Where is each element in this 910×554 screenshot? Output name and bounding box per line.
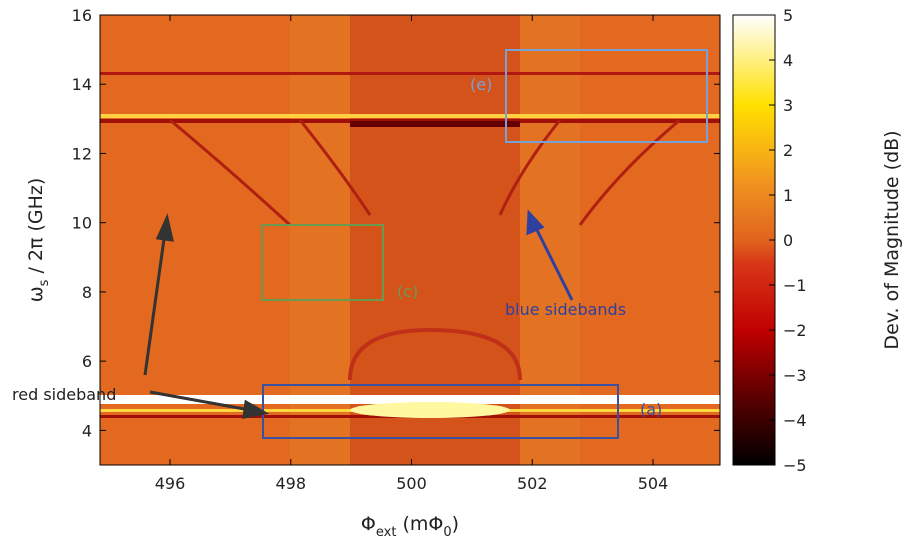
label-blue-sidebands: blue sidebands (505, 300, 626, 319)
x-label-rest: (mΦ (396, 513, 443, 535)
colorbar-tick-label: −1 (783, 276, 807, 295)
x-label-main: Φ (361, 513, 376, 535)
x-label-end: ) (452, 513, 459, 535)
x-label-sub: ext (376, 525, 397, 540)
y-label-main: ω (25, 286, 47, 302)
colorbar-tick-label: −4 (783, 411, 807, 430)
label-e: (e) (470, 75, 492, 94)
y-tick-label: 10 (72, 214, 92, 233)
y-tick-label: 16 (72, 6, 92, 25)
colorbar-tick-label: −3 (783, 366, 807, 385)
x-tick-label: 496 (155, 474, 186, 493)
y-tick-label: 8 (82, 283, 92, 302)
x-tick-label: 502 (517, 474, 548, 493)
label-red-sideband: red sideband (12, 385, 116, 404)
y-tick-label: 6 (82, 352, 92, 371)
heatmap (100, 15, 720, 465)
x-tick-label: 498 (275, 474, 306, 493)
colorbar-tick-label: 4 (783, 51, 793, 70)
label-a: (a) (640, 400, 662, 419)
x-label-sub2: 0 (443, 525, 451, 540)
colorbar-label: Dev. of Magnitude (dB) (881, 130, 903, 349)
colorbar-tick-label: 3 (783, 96, 793, 115)
y-label: ωs / 2π (GHz) (25, 178, 52, 303)
colorbar-tick-label: 2 (783, 141, 793, 160)
box-e (505, 49, 708, 143)
colorbar-tick-label: 0 (783, 231, 793, 250)
colorbar (732, 14, 776, 466)
y-tick-label: 14 (72, 75, 92, 94)
x-label: Φext (mΦ0) (361, 513, 459, 540)
x-tick-label: 500 (396, 474, 427, 493)
y-label-rest: / 2π (GHz) (25, 178, 47, 280)
colorbar-tick-label: 1 (783, 186, 793, 205)
colorbar-tick-label: −2 (783, 321, 807, 340)
colorbar-tick-label: −5 (783, 456, 807, 475)
arrows (143, 209, 574, 419)
x-tick-label: 504 (638, 474, 669, 493)
y-tick-label: 4 (82, 421, 92, 440)
colorbar-tick-label: 5 (783, 6, 793, 25)
plot-frame (99, 14, 721, 466)
label-c: (c) (397, 282, 418, 301)
y-tick-label: 12 (72, 144, 92, 163)
box-c (261, 224, 384, 301)
y-label-sub: s (37, 279, 52, 286)
